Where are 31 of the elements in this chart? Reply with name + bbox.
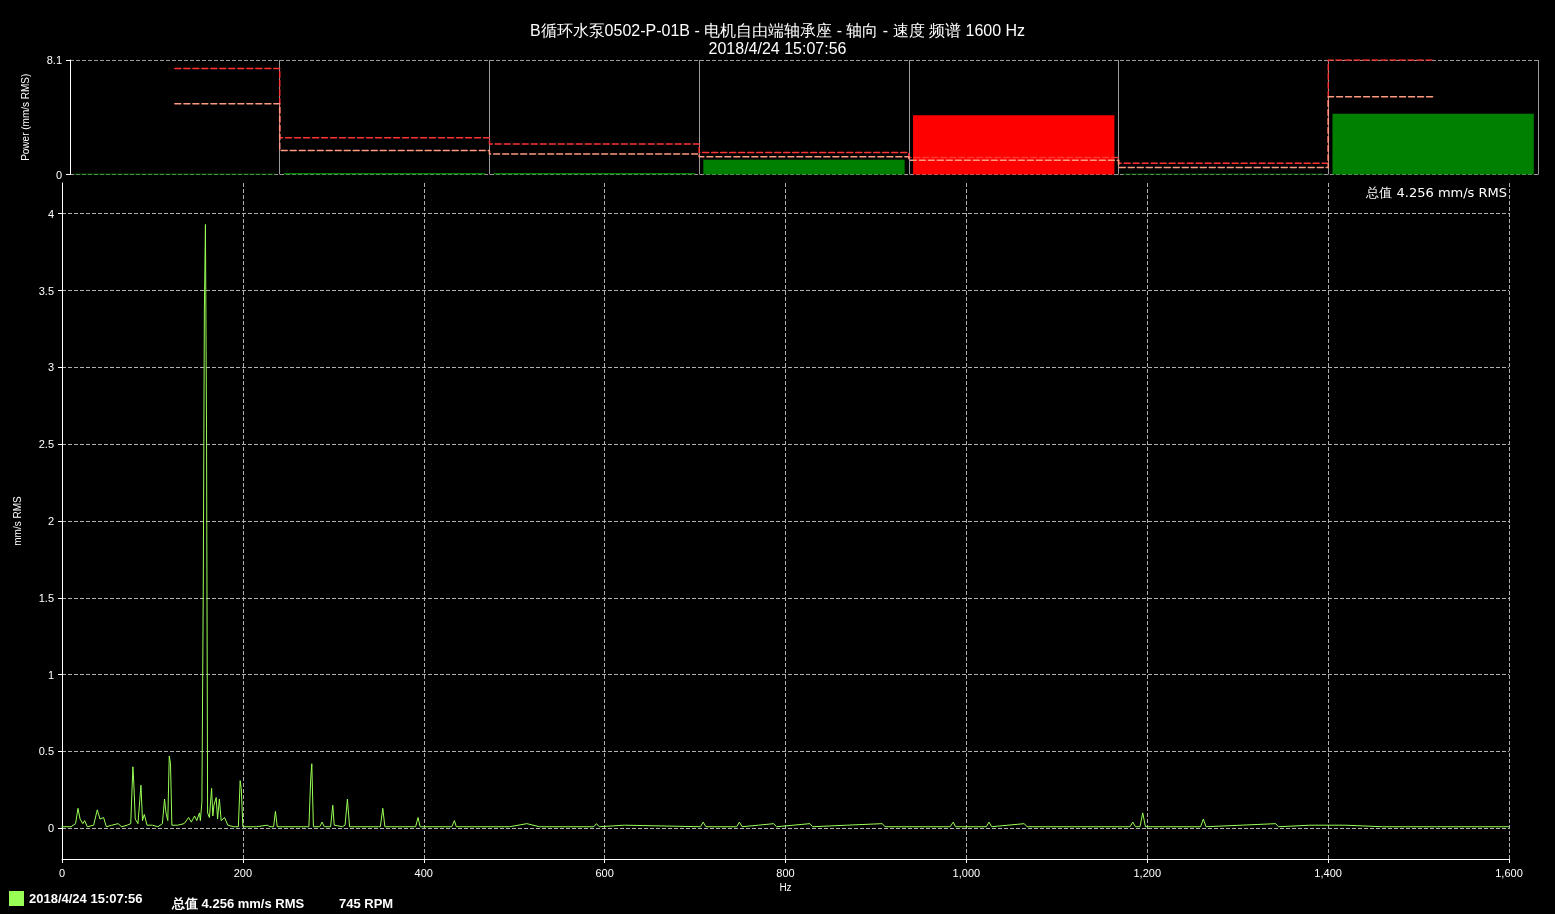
line-series (61, 223, 1510, 828)
x-tick-label: 200 (233, 866, 253, 879)
y-tick-label: 0.5 (38, 745, 54, 758)
x-tick-label: 400 (414, 866, 433, 879)
y-tick-label: 1.5 (38, 591, 54, 604)
y-tick-label: 1 (47, 668, 54, 681)
y-tick-label: 3.5 (38, 284, 54, 297)
x-tick-label: 1,400 (1314, 866, 1342, 879)
y-tick-label: 0 (47, 822, 54, 835)
x-axis-title: Hz (779, 882, 792, 894)
chart-title: B循环水泵0502-P-01B - 电机自由端轴承座 - 轴向 - 速度 频谱 1600 Hz (529, 21, 1026, 39)
y-tick-label: 3 (47, 361, 54, 374)
y-axis-title: Power (mm/s RMS) (19, 73, 31, 161)
bar (1332, 113, 1534, 175)
y-tick-label: 4 (47, 207, 54, 220)
text: 745 RPM (339, 896, 394, 911)
x-tick-label: 1,200 (1133, 866, 1162, 879)
annotation: 总值 4.256 mm/s RMS (1365, 185, 1508, 200)
x-tick-label: 1,000 (952, 866, 981, 879)
legend-label: 2018/4/24 15:07:56 (29, 891, 143, 906)
y-tick-label: 8.1 (46, 54, 62, 66)
y-tick-label: 2 (47, 515, 54, 527)
x-tick-label: 600 (595, 866, 614, 879)
bar (703, 159, 905, 175)
y-tick-label: 2.5 (38, 438, 54, 451)
y-axis-title: mm/s RMS (11, 495, 23, 546)
chart-subtitle: 2018/4/24 15:07:56 (708, 39, 847, 57)
text: 总值 4.256 mm/s RMS (171, 896, 305, 911)
bar (913, 115, 1115, 175)
x-tick-label: 800 (776, 866, 795, 879)
x-tick-label: 1,600 (1495, 866, 1523, 879)
